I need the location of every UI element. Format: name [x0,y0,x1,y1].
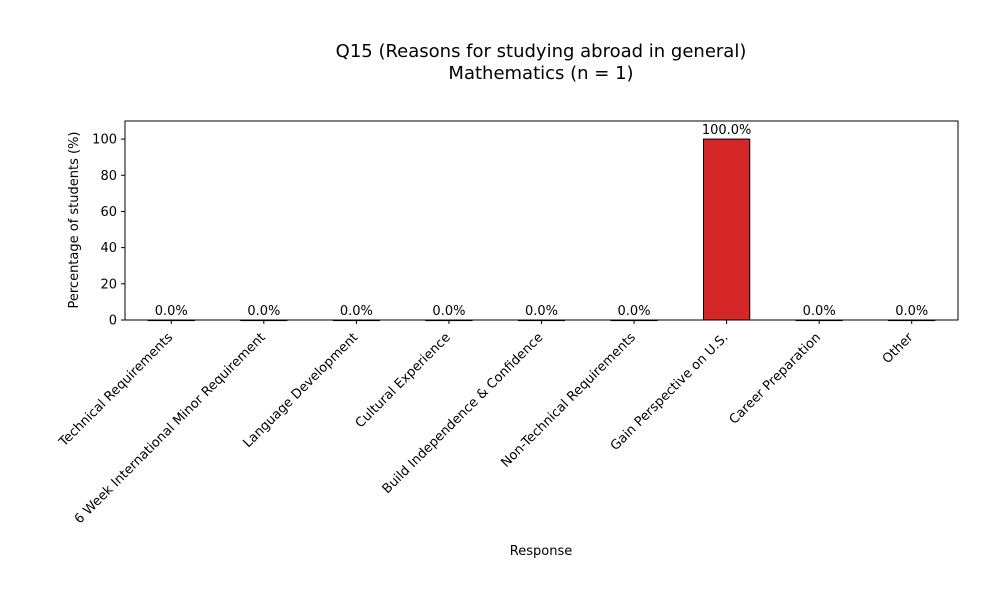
plot-frame [124,120,959,321]
x-tick-label: Other [880,330,917,367]
y-tick-label: 20 [100,277,117,292]
x-tick-label: Build Independence & Confidence [380,330,547,497]
chart-title: Q15 (Reasons for studying abroad in gene… [336,41,747,62]
bar-data-label: 0.0% [895,304,928,319]
y-tick-label: 60 [100,205,117,220]
y-tick-label: 0 [109,314,117,329]
x-tick-label: 6 Week International Minor Requirement [72,330,269,527]
x-tick-label: Career Preparation [727,330,824,427]
y-tick-label: 80 [100,169,117,184]
bar-data-label: 0.0% [525,304,558,319]
y-axis-label: Percentage of students (%) [67,131,82,308]
bar-data-label: 0.0% [155,304,188,319]
bar [702,138,751,321]
bar-data-label: 0.0% [432,304,465,319]
bar-data-label: 100.0% [702,123,752,138]
bar-data-label: 0.0% [247,304,280,319]
x-axis-label: Response [510,544,572,559]
x-tick-label: Cultural Experience [353,330,454,431]
y-tick-label: 100 [92,133,117,148]
plot-area: 0.0% 0.0% 0.0% 0.0% 0.0% 0.0% 100.0% 0.0% 0.0% 0 2… [56,120,959,527]
chart-subtitle: Mathematics (n = 1) [448,63,633,84]
bar-data-label: 0.0% [618,304,651,319]
y-tick-label: 40 [100,241,117,256]
bar-data-label: 0.0% [340,304,373,319]
bar-data-label: 0.0% [803,304,836,319]
